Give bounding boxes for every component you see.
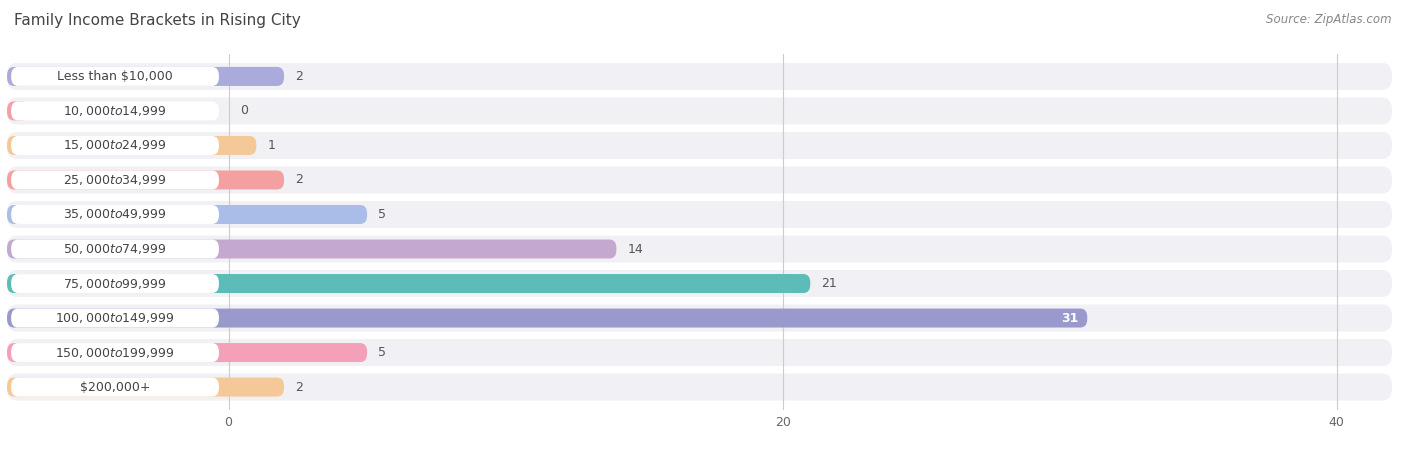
Text: 5: 5 — [378, 208, 387, 221]
FancyBboxPatch shape — [11, 274, 219, 293]
FancyBboxPatch shape — [7, 378, 284, 396]
FancyBboxPatch shape — [11, 205, 219, 224]
FancyBboxPatch shape — [11, 171, 219, 189]
FancyBboxPatch shape — [7, 235, 1392, 262]
Text: Less than $10,000: Less than $10,000 — [58, 70, 173, 83]
FancyBboxPatch shape — [11, 101, 219, 121]
Text: 21: 21 — [821, 277, 837, 290]
FancyBboxPatch shape — [7, 343, 367, 362]
FancyBboxPatch shape — [7, 101, 30, 121]
FancyBboxPatch shape — [7, 201, 1392, 228]
FancyBboxPatch shape — [7, 339, 1392, 366]
FancyBboxPatch shape — [7, 309, 1087, 328]
FancyBboxPatch shape — [7, 305, 1392, 332]
FancyBboxPatch shape — [7, 136, 256, 155]
Text: 1: 1 — [267, 139, 276, 152]
FancyBboxPatch shape — [7, 166, 1392, 194]
Text: $15,000 to $24,999: $15,000 to $24,999 — [63, 139, 167, 153]
Text: $35,000 to $49,999: $35,000 to $49,999 — [63, 207, 167, 221]
FancyBboxPatch shape — [7, 67, 284, 86]
FancyBboxPatch shape — [7, 63, 1392, 90]
Text: $150,000 to $199,999: $150,000 to $199,999 — [55, 346, 174, 360]
FancyBboxPatch shape — [7, 171, 284, 189]
Text: 14: 14 — [627, 243, 643, 256]
Text: $75,000 to $99,999: $75,000 to $99,999 — [63, 276, 167, 291]
Text: Family Income Brackets in Rising City: Family Income Brackets in Rising City — [14, 14, 301, 28]
Text: 31: 31 — [1062, 311, 1078, 324]
FancyBboxPatch shape — [7, 239, 616, 258]
FancyBboxPatch shape — [7, 374, 1392, 400]
Text: $100,000 to $149,999: $100,000 to $149,999 — [55, 311, 174, 325]
FancyBboxPatch shape — [11, 343, 219, 362]
FancyBboxPatch shape — [11, 378, 219, 396]
FancyBboxPatch shape — [11, 136, 219, 155]
FancyBboxPatch shape — [11, 239, 219, 258]
Text: $200,000+: $200,000+ — [80, 381, 150, 394]
Text: $25,000 to $34,999: $25,000 to $34,999 — [63, 173, 167, 187]
FancyBboxPatch shape — [11, 309, 219, 328]
Text: 2: 2 — [295, 70, 302, 83]
FancyBboxPatch shape — [7, 270, 1392, 297]
Text: $10,000 to $14,999: $10,000 to $14,999 — [63, 104, 167, 118]
FancyBboxPatch shape — [11, 67, 219, 86]
Text: 5: 5 — [378, 346, 387, 359]
Text: 0: 0 — [239, 104, 247, 117]
FancyBboxPatch shape — [7, 98, 1392, 124]
Text: 2: 2 — [295, 174, 302, 186]
FancyBboxPatch shape — [7, 205, 367, 224]
Text: 2: 2 — [295, 381, 302, 394]
FancyBboxPatch shape — [7, 132, 1392, 159]
Text: $50,000 to $74,999: $50,000 to $74,999 — [63, 242, 167, 256]
FancyBboxPatch shape — [7, 274, 810, 293]
Text: Source: ZipAtlas.com: Source: ZipAtlas.com — [1267, 14, 1392, 27]
